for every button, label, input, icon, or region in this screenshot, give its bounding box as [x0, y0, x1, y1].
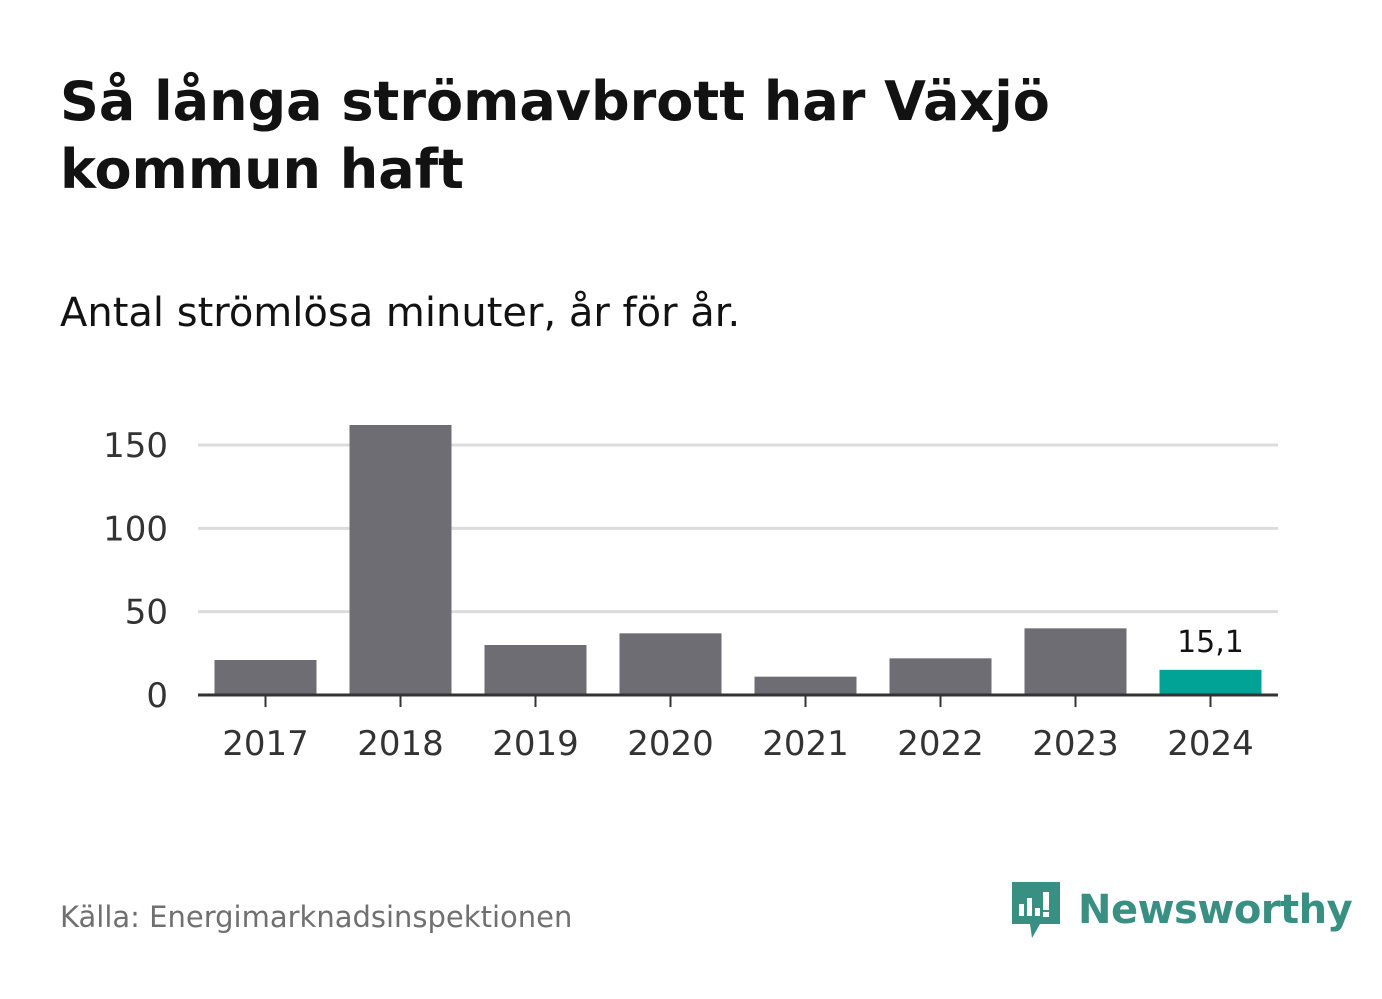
bar-chart: 0 50 100 150 2017 2018 2019 2020 2021 2022 2023 202… — [103, 425, 1278, 764]
x-tick-label: 2023 — [1032, 724, 1119, 764]
x-tick-label: 2017 — [222, 724, 309, 764]
x-tick-label: 2019 — [492, 724, 579, 764]
chart-title: Så långa strömavbrott har Växjö kommun h… — [60, 70, 1050, 201]
chart-subtitle: Antal strömlösa minuter, år för år. — [60, 290, 741, 336]
x-tick-label: 2018 — [357, 724, 444, 764]
bar-2022 — [889, 658, 992, 695]
y-tick-label: 150 — [103, 426, 168, 466]
y-tick-label: 0 — [146, 676, 168, 716]
bar-2023 — [1024, 628, 1127, 695]
bar-2019 — [484, 645, 587, 695]
x-tick-label: 2024 — [1167, 724, 1254, 764]
bar-2020 — [619, 633, 722, 695]
data-label-2024: 15,1 — [1177, 625, 1244, 660]
brand-name: Newsworthy — [1078, 887, 1353, 933]
bar-2021 — [754, 676, 857, 695]
source-note: Källa: Energimarknadsinspektionen — [60, 900, 573, 934]
y-tick-label: 100 — [103, 509, 168, 549]
bar-2018 — [349, 425, 452, 695]
bar-2017 — [214, 660, 317, 695]
y-tick-label: 50 — [125, 593, 168, 633]
newsworthy-logo-icon — [1012, 882, 1060, 938]
bar-2024 — [1159, 669, 1262, 695]
x-tick-label: 2021 — [762, 724, 849, 764]
brand-logo: Newsworthy — [1010, 880, 1353, 940]
x-tick-label: 2020 — [627, 724, 714, 764]
x-tick-label: 2022 — [897, 724, 984, 764]
